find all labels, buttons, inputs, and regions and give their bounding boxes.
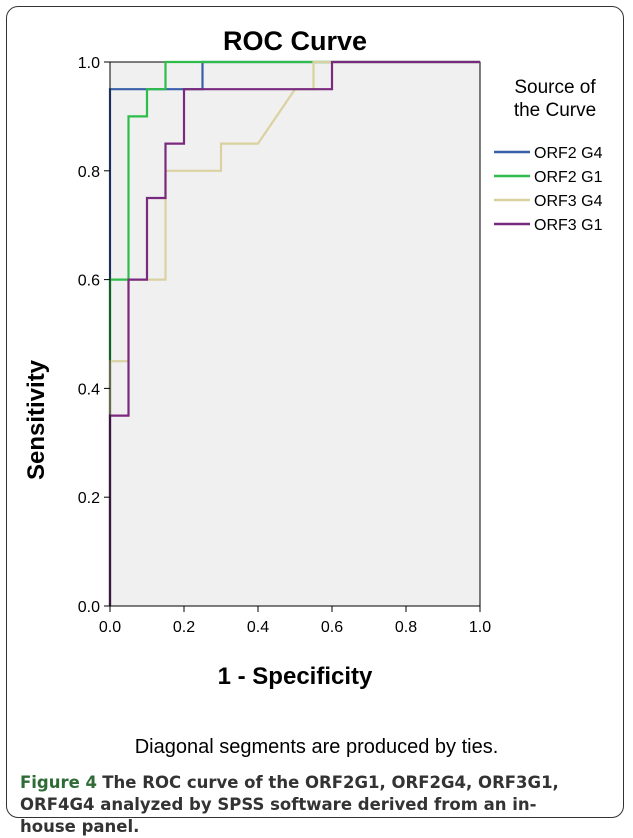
axes-layer: 0.0 0.2 0.4 0.6 0.8 1.0 0.0 0.2 0.4 0.6 0.8 1.0 [78,55,491,636]
y-tick-label: 0.4 [78,381,100,398]
legend-entry-label: ORF3 G1 [534,217,603,234]
x-axis-label: 1 - Specificity [218,663,373,690]
x-tick-label: 0.4 [247,619,269,636]
x-tick-label: 0.0 [99,619,121,636]
y-tick-label: 1.0 [78,55,100,72]
figure-caption: Figure 4 The ROC curve of the ORF2G1, OR… [20,772,580,838]
x-tick-label: 1.0 [469,619,491,636]
chart-title: ROC Curve [223,26,367,56]
y-axis-label: Sensitivity [23,359,50,480]
legend-entry-label: ORF2 G1 [534,169,603,186]
y-tick-label: 0.2 [78,490,100,507]
legend-title-line: Source of [514,77,596,98]
series-line-2 [108,60,480,606]
x-tick-label: 0.8 [395,619,417,636]
legend-entry-label: ORF3 G4 [534,193,603,210]
figure-label: Figure 4 [20,773,98,792]
roc-chart: ROC Curve 0.0 0.2 0.4 0.6 0.8 1.0 0.0 0.2 0.4 0.6… [23,26,603,690]
x-tick-label: 0.2 [173,619,195,636]
legend-entry-label: ORF2 G4 [534,145,603,162]
y-tick-label: 0.6 [78,273,100,290]
legend-title-line: the Curve [514,100,596,121]
ties-note: Diagonal segments are produced by ties. [134,736,499,758]
figure-frame [6,6,624,818]
figure-caption-text: The ROC curve of the ORF2G1, ORF2G4, ORF… [20,773,559,836]
series-line-4 [108,60,480,606]
y-tick-label: 0.0 [78,599,100,616]
y-tick-label: 0.8 [78,164,100,181]
x-tick-label: 0.6 [321,619,343,636]
